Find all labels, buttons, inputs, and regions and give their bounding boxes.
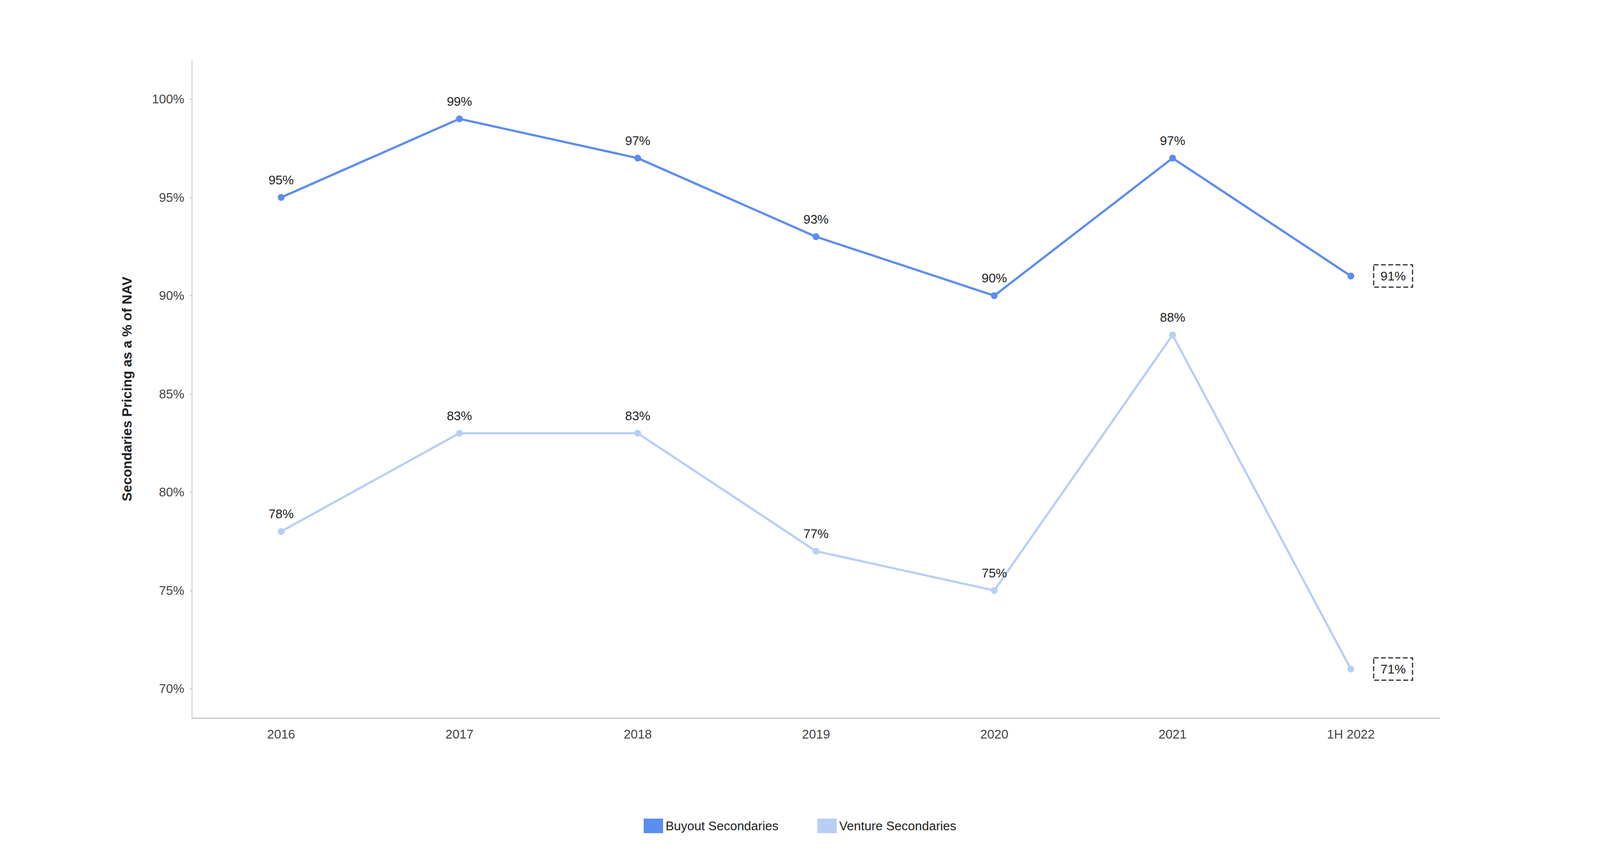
- svg-text:90%: 90%: [981, 270, 1007, 286]
- svg-text:2019: 2019: [801, 727, 831, 742]
- svg-text:71%: 71%: [1380, 662, 1406, 677]
- svg-text:2021: 2021: [1158, 727, 1187, 742]
- svg-text:97%: 97%: [625, 133, 651, 149]
- svg-text:93%: 93%: [803, 212, 829, 227]
- svg-text:85%: 85%: [158, 386, 184, 402]
- svg-text:Buyout Secondaries: Buyout Secondaries: [665, 818, 779, 834]
- svg-text:100%: 100%: [151, 91, 185, 107]
- svg-text:88%: 88%: [1159, 310, 1185, 325]
- svg-text:2017: 2017: [445, 727, 474, 742]
- svg-text:Venture Secondaries: Venture Secondaries: [839, 818, 957, 834]
- svg-text:95%: 95%: [158, 190, 184, 205]
- svg-text:83%: 83%: [625, 408, 651, 424]
- svg-text:75%: 75%: [981, 566, 1007, 581]
- svg-text:Secondaries Pricing as a % of: Secondaries Pricing as a % of NAV: [119, 276, 135, 502]
- svg-text:2020: 2020: [980, 727, 1009, 742]
- svg-text:90%: 90%: [158, 288, 184, 303]
- svg-text:2016: 2016: [266, 727, 296, 742]
- svg-text:99%: 99%: [446, 94, 472, 109]
- svg-text:75%: 75%: [158, 583, 184, 599]
- svg-text:70%: 70%: [158, 681, 184, 697]
- svg-text:2018: 2018: [623, 727, 652, 742]
- svg-text:91%: 91%: [1380, 268, 1406, 284]
- svg-text:97%: 97%: [1159, 133, 1185, 149]
- svg-text:83%: 83%: [446, 408, 472, 424]
- svg-text:1H 2022: 1H 2022: [1327, 727, 1375, 742]
- svg-text:78%: 78%: [268, 506, 294, 522]
- svg-text:95%: 95%: [268, 172, 294, 188]
- svg-text:80%: 80%: [158, 484, 184, 500]
- svg-text:77%: 77%: [803, 526, 829, 542]
